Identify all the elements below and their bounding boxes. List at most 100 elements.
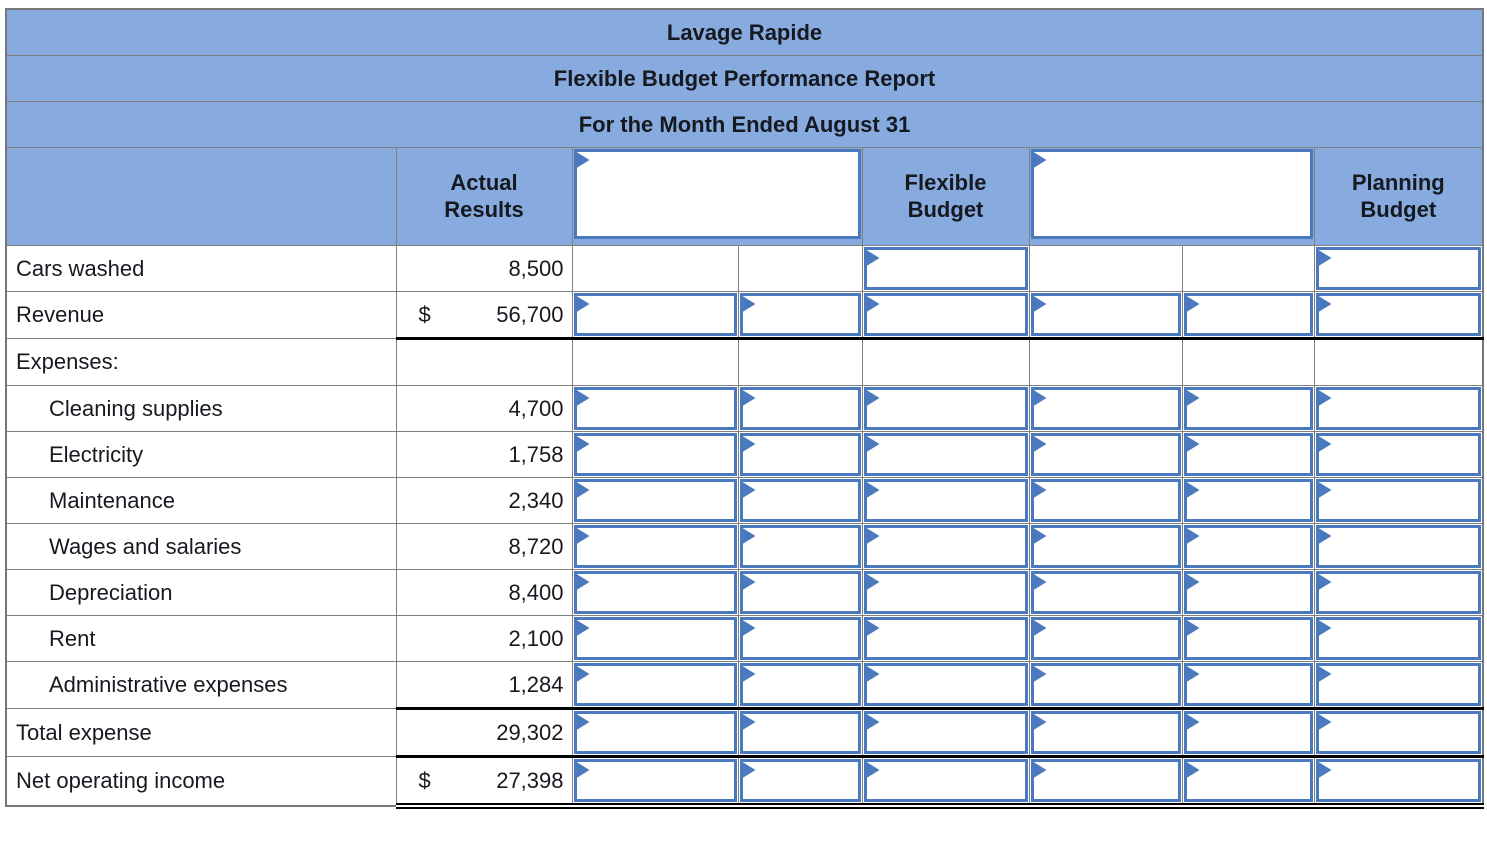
variance-1-amount-input[interactable] bbox=[573, 479, 737, 522]
flexible-budget-cell bbox=[861, 477, 1030, 524]
report-title: Flexible Budget Performance Report bbox=[5, 55, 1484, 102]
variance-2-amount-cell bbox=[1028, 569, 1183, 616]
variance-1-amount-cell bbox=[571, 291, 739, 340]
variance-1-amount-input[interactable] bbox=[573, 663, 737, 706]
flexible-budget-cell bbox=[861, 661, 1030, 710]
actual-results-cell: 4,700 bbox=[395, 385, 573, 432]
variance-2-amount-input[interactable] bbox=[1030, 293, 1181, 336]
variance-2-fu-input[interactable] bbox=[1183, 663, 1313, 706]
planning-budget-input[interactable] bbox=[1315, 571, 1482, 614]
answer-flag-icon bbox=[1186, 436, 1200, 452]
variance-2-fu-input[interactable] bbox=[1183, 617, 1313, 660]
variance-2-amount-input[interactable] bbox=[1030, 711, 1181, 754]
variance-2-fu-input[interactable] bbox=[1183, 293, 1313, 336]
planning-budget-input[interactable] bbox=[1315, 525, 1482, 568]
table-row: Net operating income $27,398 bbox=[5, 756, 1484, 809]
variance-2-fu-input[interactable] bbox=[1183, 759, 1313, 801]
planning-budget-cell bbox=[1313, 385, 1484, 432]
row-label: Expenses: bbox=[16, 349, 119, 374]
variance-1-amount-input[interactable] bbox=[573, 293, 737, 336]
planning-budget-input[interactable] bbox=[1315, 759, 1482, 801]
variance-2-fu-cell bbox=[1181, 245, 1315, 292]
variance-2-fu-input[interactable] bbox=[1183, 525, 1313, 568]
answer-flag-icon bbox=[742, 436, 756, 452]
variance-2-amount-input[interactable] bbox=[1030, 663, 1181, 706]
answer-flag-icon bbox=[742, 574, 756, 590]
actual-value: 8,720 bbox=[508, 533, 564, 559]
variance-1-amount-input[interactable] bbox=[573, 617, 737, 660]
answer-flag-icon bbox=[576, 436, 590, 452]
flexible-budget-input[interactable] bbox=[863, 293, 1028, 336]
variance-1-amount-input[interactable] bbox=[573, 759, 737, 801]
variance-2-fu-input[interactable] bbox=[1183, 571, 1313, 614]
variance-1-fu-input[interactable] bbox=[739, 479, 861, 522]
flexible-budget-cell bbox=[861, 569, 1030, 616]
flexible-budget-input[interactable] bbox=[863, 617, 1028, 660]
planning-budget-input[interactable] bbox=[1315, 247, 1482, 290]
variance-1-fu-input[interactable] bbox=[739, 525, 861, 568]
flexible-budget-cell bbox=[861, 708, 1030, 758]
row-label: Cleaning supplies bbox=[49, 395, 223, 421]
planning-budget-input[interactable] bbox=[1315, 433, 1482, 476]
flexible-budget-input[interactable] bbox=[863, 759, 1028, 801]
variance-1-amount-input[interactable] bbox=[573, 525, 737, 568]
variance-1-amount-input[interactable] bbox=[573, 571, 737, 614]
variance-1-fu-input[interactable] bbox=[739, 759, 861, 801]
variance-2-amount-input[interactable] bbox=[1030, 617, 1181, 660]
variance-1-amount-input[interactable] bbox=[573, 711, 737, 754]
variance-2-amount-input[interactable] bbox=[1030, 759, 1181, 801]
variance-2-fu-input[interactable] bbox=[1183, 387, 1313, 430]
planning-budget-input[interactable] bbox=[1315, 293, 1482, 336]
variance-1-fu-input[interactable] bbox=[739, 433, 861, 476]
flexible-budget-input[interactable] bbox=[863, 711, 1028, 754]
variance-1-fu-input[interactable] bbox=[739, 387, 861, 430]
variance-1-fu-input[interactable] bbox=[739, 663, 861, 706]
variance-1-fu-input[interactable] bbox=[739, 293, 861, 336]
variance-2-amount-input[interactable] bbox=[1030, 433, 1181, 476]
variance-2-amount-input[interactable] bbox=[1030, 571, 1181, 614]
answer-flag-icon bbox=[1318, 296, 1332, 312]
variance-2-amount-cell bbox=[1028, 338, 1183, 386]
variance-1-header-input[interactable] bbox=[573, 149, 861, 239]
variance-1-amount-cell bbox=[571, 661, 739, 710]
variance-2-header-input[interactable] bbox=[1030, 149, 1313, 239]
answer-flag-icon bbox=[1186, 762, 1200, 778]
variance-2-amount-input[interactable] bbox=[1030, 525, 1181, 568]
row-label: Net operating income bbox=[16, 768, 226, 793]
variance-2-fu-cell bbox=[1181, 708, 1315, 758]
variance-1-fu-input[interactable] bbox=[739, 617, 861, 660]
planning-budget-input[interactable] bbox=[1315, 663, 1482, 706]
variance-1-amount-input[interactable] bbox=[573, 387, 737, 430]
variance-2-amount-input[interactable] bbox=[1030, 479, 1181, 522]
planning-budget-input[interactable] bbox=[1315, 479, 1482, 522]
variance-1-fu-input[interactable] bbox=[739, 571, 861, 614]
variance-2-fu-input[interactable] bbox=[1183, 479, 1313, 522]
flexible-budget-input[interactable] bbox=[863, 571, 1028, 614]
answer-flag-icon bbox=[1033, 620, 1047, 636]
answer-flag-icon bbox=[1186, 390, 1200, 406]
answer-flag-icon bbox=[1033, 528, 1047, 544]
planning-budget-input[interactable] bbox=[1315, 617, 1482, 660]
planning-budget-cell bbox=[1313, 477, 1484, 524]
variance-2-fu-input[interactable] bbox=[1183, 433, 1313, 476]
variance-1-fu-cell bbox=[737, 756, 863, 809]
flexible-budget-input[interactable] bbox=[863, 387, 1028, 430]
variance-1-amount-input[interactable] bbox=[573, 433, 737, 476]
flexible-budget-input[interactable] bbox=[863, 663, 1028, 706]
row-label: Depreciation bbox=[49, 579, 173, 605]
variance-1-fu-cell bbox=[737, 338, 863, 386]
planning-budget-cell bbox=[1313, 708, 1484, 758]
table-row: Cars washed 8,500 bbox=[5, 245, 1484, 292]
column-header-row: Actual Results Flexible Budget Plannin bbox=[5, 147, 1484, 246]
flexible-budget-input[interactable] bbox=[863, 247, 1028, 290]
planning-budget-input[interactable] bbox=[1315, 711, 1482, 754]
flexible-budget-input[interactable] bbox=[863, 525, 1028, 568]
planning-budget-input[interactable] bbox=[1315, 387, 1482, 430]
planning-budget-cell bbox=[1313, 756, 1484, 809]
variance-2-amount-input[interactable] bbox=[1030, 387, 1181, 430]
flexible-budget-input[interactable] bbox=[863, 433, 1028, 476]
variance-1-fu-input[interactable] bbox=[739, 711, 861, 754]
variance-2-amount-cell bbox=[1028, 245, 1183, 292]
flexible-budget-input[interactable] bbox=[863, 479, 1028, 522]
variance-2-fu-input[interactable] bbox=[1183, 711, 1313, 754]
